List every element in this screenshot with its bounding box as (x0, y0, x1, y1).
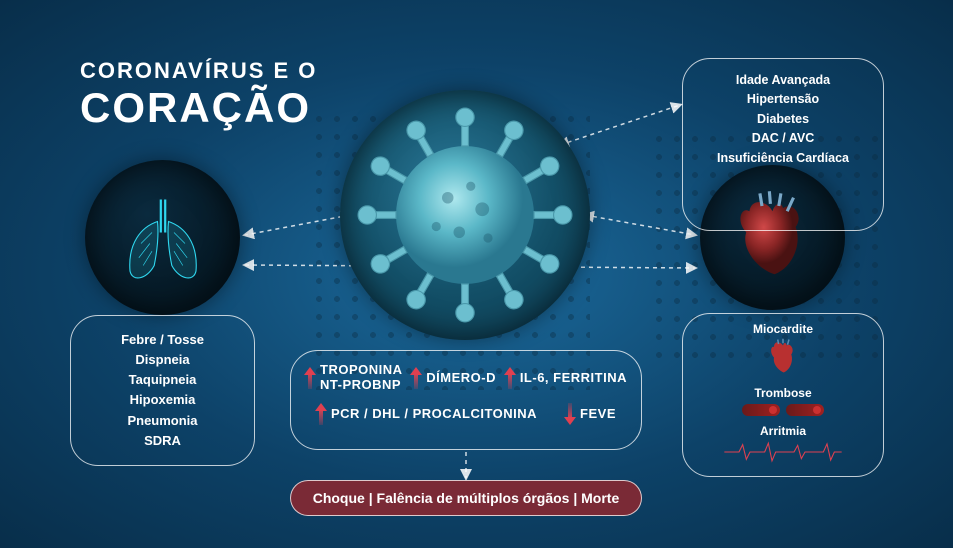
effect-label: Trombose (689, 386, 877, 400)
title-line2: CORAÇÃO (80, 84, 317, 132)
virus-icon (350, 100, 580, 330)
biomarker-label: PCR / DHL / PROCALCITONINA (331, 406, 537, 421)
risk-factors-box: Idade Avançada Hipertensão Diabetes DAC … (682, 58, 884, 231)
symptom-item: Taquipneia (79, 370, 246, 390)
risk-item: DAC / AVC (689, 129, 877, 148)
lungs-illustration (85, 160, 240, 315)
arrow-down-icon (565, 403, 575, 425)
biomarker-label: FEVE (580, 406, 616, 421)
symptom-item: Dispneia (79, 350, 246, 370)
arrow-up-icon (505, 367, 515, 389)
effect-label: Arritmia (689, 424, 877, 438)
lungs-symptoms-box: Febre / Tosse Dispneia Taquipneia Hipoxe… (70, 315, 255, 466)
symptom-item: SDRA (79, 431, 246, 451)
risk-item: Insuficiência Cardíaca (689, 149, 877, 168)
biomarker-item: PCR / DHL / PROCALCITONINA (316, 403, 537, 425)
biomarker-label: DÍMERO-D (426, 370, 496, 385)
arrow-up-icon (305, 367, 315, 389)
biomarker-item: TROPONINA NT-PROBNP (305, 363, 403, 393)
arrow-up-icon (411, 367, 421, 389)
ecg-icon (723, 441, 843, 463)
thrombosis-icon (689, 404, 877, 416)
biomarker-item: FEVE (565, 403, 616, 425)
biomarker-label: TROPONINA (320, 363, 403, 378)
biomarker-item: DÍMERO-D (411, 367, 496, 389)
symptom-item: Pneumonia (79, 411, 246, 431)
biomarker-item: IL-6, FERRITINA (505, 367, 627, 389)
biomarker-label: IL-6, FERRITINA (520, 370, 627, 385)
risk-item: Diabetes (689, 110, 877, 129)
mini-heart-icon (768, 338, 798, 374)
symptom-item: Febre / Tosse (79, 330, 246, 350)
risk-item: Hipertensão (689, 90, 877, 109)
title-line1: CORONAVÍRUS E O (80, 58, 317, 84)
risk-item: Idade Avançada (689, 71, 877, 90)
outcome-box: Choque | Falência de múltiplos órgãos | … (290, 480, 642, 516)
lungs-icon (108, 183, 218, 293)
biomarkers-box: TROPONINA NT-PROBNP DÍMERO-D IL-6, FERRI… (290, 350, 642, 450)
infographic-title: CORONAVÍRUS E O CORAÇÃO (80, 58, 317, 132)
effect-label: Miocardite (689, 322, 877, 336)
outcome-text: Choque | Falência de múltiplos órgãos | … (313, 490, 620, 506)
biomarker-label: NT-PROBNP (320, 378, 403, 393)
symptom-item: Hipoxemia (79, 390, 246, 410)
arrow-up-icon (316, 403, 326, 425)
virus-illustration (340, 90, 590, 340)
heart-effects-box: Miocardite Trombose Arritmia (682, 313, 884, 477)
